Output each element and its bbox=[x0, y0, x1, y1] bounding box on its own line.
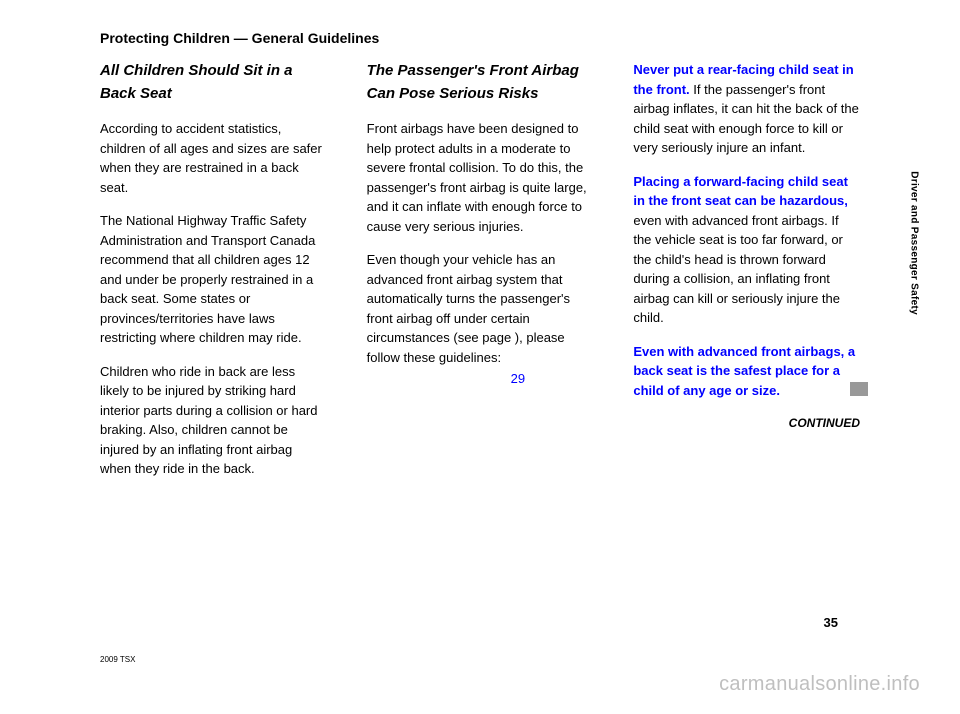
footer-date-code: 2009 TSX bbox=[100, 655, 135, 664]
paragraph: The National Highway Traffic Safety Admi… bbox=[100, 211, 327, 348]
bullet-item: Even with advanced front airbags, a back… bbox=[633, 342, 860, 401]
bullet-bold-link: Placing a forward-facing child seat in t… bbox=[633, 174, 848, 209]
page-content: All Children Should Sit in a Back Seat A… bbox=[0, 0, 960, 533]
column-right: Never put a rear-facing child seat in th… bbox=[633, 60, 860, 493]
section-title-left: All Children Should Sit in a Back Seat bbox=[100, 60, 327, 105]
paragraph-text: Even though your vehicle has an advanced… bbox=[367, 252, 570, 365]
column-left: All Children Should Sit in a Back Seat A… bbox=[100, 60, 327, 493]
continued-label: CONTINUED bbox=[633, 414, 860, 432]
paragraph: According to accident statistics, childr… bbox=[100, 119, 327, 197]
paragraph: Children who ride in back are less likel… bbox=[100, 362, 327, 479]
page-header-title: Protecting Children — General Guidelines bbox=[100, 30, 379, 46]
column-middle: The Passenger's Front Airbag Can Pose Se… bbox=[367, 60, 594, 493]
page-number: 35 bbox=[824, 615, 838, 630]
watermark: carmanualsonline.info bbox=[719, 673, 920, 696]
bullet-rest: even with advanced front airbags. If the… bbox=[633, 213, 843, 326]
paragraph: Front airbags have been designed to help… bbox=[367, 119, 594, 236]
section-title-mid: The Passenger's Front Airbag Can Pose Se… bbox=[367, 60, 594, 105]
bullet-bold-link: Even with advanced front airbags, a back… bbox=[633, 344, 855, 398]
bullet-item: Placing a forward-facing child seat in t… bbox=[633, 172, 860, 328]
side-tab-marker bbox=[850, 382, 868, 396]
paragraph-with-link: Even though your vehicle has an advanced… bbox=[367, 250, 594, 367]
side-section-label: Driver and Passenger Safety bbox=[909, 171, 920, 315]
bullet-item: Never put a rear-facing child seat in th… bbox=[633, 60, 860, 158]
page-reference-link[interactable]: 29 bbox=[511, 371, 525, 386]
